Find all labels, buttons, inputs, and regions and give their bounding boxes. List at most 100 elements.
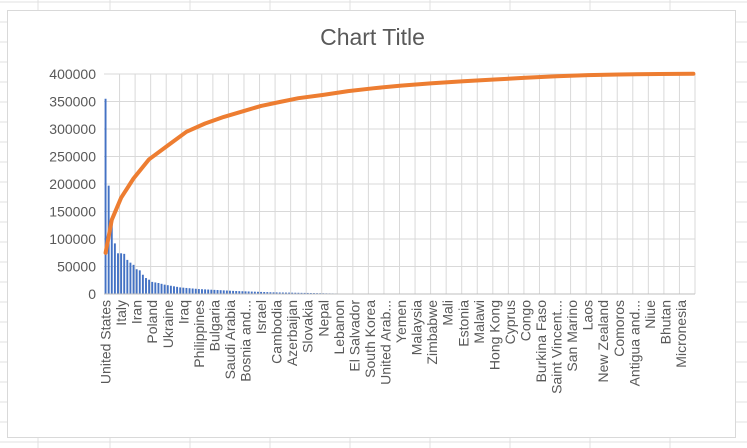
- chart-area[interactable]: Chart Title 0 50000 100000 150000 200000 2500…: [7, 10, 736, 438]
- x-tick-label: Ukraine: [160, 300, 176, 348]
- bar[interactable]: [291, 292, 294, 294]
- bar[interactable]: [194, 288, 197, 294]
- bar[interactable]: [154, 282, 157, 294]
- bar[interactable]: [216, 290, 219, 294]
- bar[interactable]: [269, 292, 272, 294]
- bar[interactable]: [207, 289, 210, 294]
- bar[interactable]: [113, 243, 116, 294]
- bar[interactable]: [185, 287, 188, 294]
- bar[interactable]: [176, 286, 179, 294]
- bar[interactable]: [163, 284, 166, 294]
- bar[interactable]: [117, 253, 119, 294]
- bar[interactable]: [145, 278, 147, 294]
- x-tick-label: Philippines: [191, 300, 207, 368]
- bar[interactable]: [179, 287, 182, 294]
- chart-canvas: Chart Title 0 50000 100000 150000 200000 2500…: [49, 24, 696, 394]
- bar[interactable]: [182, 287, 185, 294]
- bar[interactable]: [135, 269, 138, 294]
- bar[interactable]: [303, 292, 306, 294]
- bar[interactable]: [148, 279, 151, 294]
- x-tick-label: Malawi: [471, 300, 487, 344]
- x-tick-label: Niue: [642, 300, 658, 329]
- x-tick-label: Estonia: [455, 300, 471, 347]
- bar[interactable]: [238, 291, 241, 294]
- y-tick-label: 50000: [57, 259, 96, 275]
- bar[interactable]: [232, 290, 235, 294]
- y-tick-label: 300000: [49, 121, 96, 137]
- bar[interactable]: [104, 98, 107, 294]
- bar[interactable]: [210, 289, 213, 294]
- bar[interactable]: [297, 292, 300, 294]
- x-tick-label: United States: [98, 300, 114, 384]
- bar[interactable]: [123, 253, 126, 294]
- bar[interactable]: [272, 292, 275, 294]
- y-tick-label: 100000: [49, 231, 96, 247]
- bar[interactable]: [241, 291, 244, 294]
- x-tick-label: Congo: [518, 300, 534, 341]
- bar[interactable]: [250, 291, 253, 294]
- bar[interactable]: [120, 253, 123, 294]
- bar[interactable]: [219, 290, 222, 294]
- x-tick-label: Saint Vincent...: [549, 300, 565, 394]
- bar[interactable]: [197, 289, 200, 294]
- bar[interactable]: [235, 291, 238, 294]
- bar[interactable]: [288, 292, 291, 295]
- y-tick-label: 400000: [49, 66, 96, 82]
- bar[interactable]: [191, 288, 194, 295]
- x-tick-label: Laos: [580, 300, 596, 330]
- bar[interactable]: [169, 285, 172, 294]
- bar[interactable]: [257, 291, 259, 294]
- x-tick-label: Cambodia: [269, 300, 285, 364]
- bar[interactable]: [225, 290, 228, 294]
- cumulative-line[interactable]: [103, 71, 696, 255]
- y-tick-label: 250000: [49, 149, 96, 165]
- bar[interactable]: [110, 223, 113, 294]
- bar[interactable]: [275, 292, 278, 294]
- bar[interactable]: [263, 292, 266, 294]
- line-series[interactable]: [103, 71, 696, 255]
- bar[interactable]: [204, 289, 207, 294]
- bar[interactable]: [151, 281, 154, 294]
- bar[interactable]: [294, 292, 297, 294]
- bar[interactable]: [229, 290, 231, 294]
- x-tick-label: El Salvador: [346, 300, 362, 372]
- bar[interactable]: [247, 291, 250, 294]
- bar[interactable]: [141, 274, 144, 294]
- x-tick-label: Poland: [144, 300, 160, 344]
- x-tick-label: South Korea: [362, 300, 378, 378]
- bar[interactable]: [244, 291, 247, 294]
- bar[interactable]: [222, 290, 225, 294]
- bar[interactable]: [260, 291, 263, 294]
- bar[interactable]: [213, 289, 216, 295]
- bar[interactable]: [188, 288, 191, 294]
- bar[interactable]: [300, 292, 303, 294]
- x-tick-label: San Marino: [564, 300, 580, 372]
- x-tick-label: Malaysia: [409, 300, 425, 355]
- x-tick-label: Micronesia: [673, 300, 689, 368]
- bar[interactable]: [306, 292, 309, 294]
- x-tick-label: Bhutan: [658, 300, 674, 344]
- bar[interactable]: [201, 289, 203, 294]
- x-tick-label: Burkina Faso: [533, 300, 549, 383]
- bar[interactable]: [160, 283, 163, 294]
- x-tick-label: Cyprus: [502, 300, 518, 344]
- bar[interactable]: [278, 292, 281, 294]
- x-tick-label: Saudi Arabia: [222, 300, 238, 380]
- bar[interactable]: [173, 286, 175, 294]
- x-tick-label: Zimbabwe: [424, 300, 440, 365]
- x-tick-label: Israel: [253, 300, 269, 334]
- x-tick-label: Antigua and...: [626, 300, 642, 386]
- bar[interactable]: [132, 264, 135, 294]
- bar[interactable]: [126, 259, 129, 294]
- bar[interactable]: [281, 292, 284, 294]
- bar[interactable]: [166, 285, 169, 294]
- bar[interactable]: [253, 291, 256, 294]
- bar[interactable]: [285, 292, 287, 294]
- x-tick-label: Nepal: [315, 300, 331, 337]
- bar[interactable]: [129, 262, 132, 294]
- x-tick-label: Mali: [440, 300, 456, 326]
- bar[interactable]: [266, 292, 269, 294]
- chart-title[interactable]: Chart Title: [320, 24, 425, 50]
- bar[interactable]: [157, 283, 160, 294]
- bar[interactable]: [138, 270, 141, 294]
